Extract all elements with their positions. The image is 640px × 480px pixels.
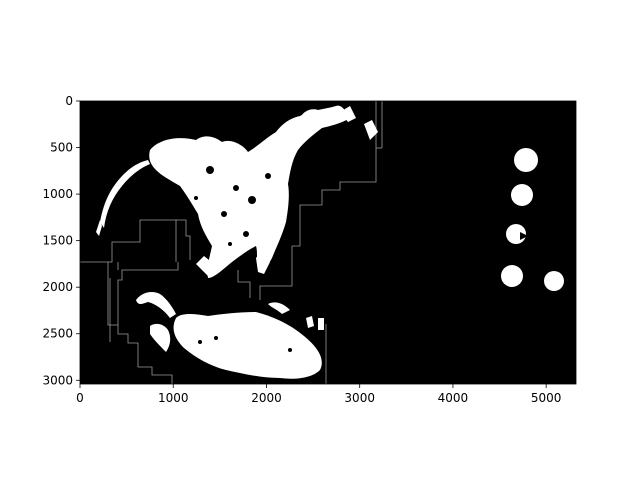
image-background <box>80 101 576 384</box>
x-axis: 0 1000 2000 3000 4000 5000 <box>76 384 561 405</box>
x-tick-label: 0 <box>76 391 84 405</box>
axes-frame <box>79 100 577 385</box>
y-tick-label: 2000 <box>42 280 73 294</box>
x-tick-label: 5000 <box>531 391 562 405</box>
mask-holes <box>194 166 528 352</box>
boundary-lines <box>80 101 383 384</box>
y-tick-label: 1000 <box>42 187 73 201</box>
y-axis: 0 500 1000 1500 2000 2500 3000 <box>42 94 80 387</box>
y-tick-label: 3000 <box>42 373 73 387</box>
y-tick-label: 1500 <box>42 234 73 248</box>
x-tick-label: 1000 <box>158 391 189 405</box>
mask-regions <box>96 105 564 379</box>
image-plot-area <box>79 100 577 385</box>
y-tick-label: 2500 <box>42 327 73 341</box>
x-tick-label: 3000 <box>344 391 375 405</box>
y-tick-label: 500 <box>50 141 73 155</box>
x-tick-label: 2000 <box>251 391 282 405</box>
x-tick-label: 4000 <box>438 391 469 405</box>
y-tick-label: 0 <box>65 94 73 108</box>
